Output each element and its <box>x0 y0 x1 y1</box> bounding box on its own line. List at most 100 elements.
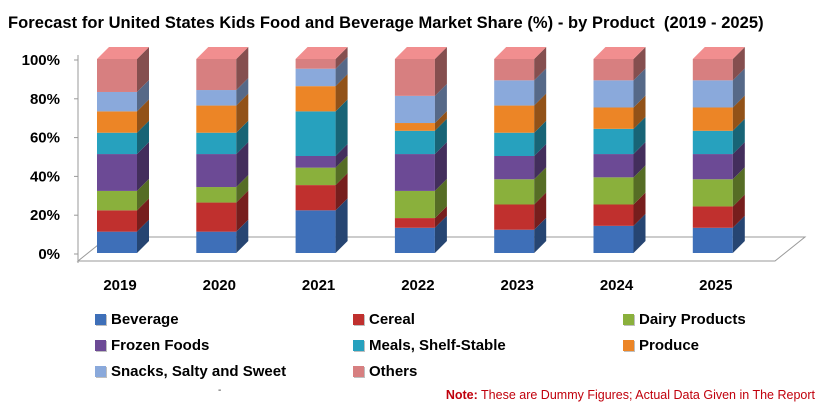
y-tick-label: 80% <box>30 91 60 108</box>
legend-label: Dairy Products <box>639 311 746 328</box>
stray-mark: - <box>218 385 222 396</box>
bar-segment <box>394 130 435 155</box>
bar-segment <box>692 130 733 155</box>
legend-swatch <box>95 313 106 325</box>
bar-side <box>137 142 149 191</box>
bar-segment <box>97 231 137 253</box>
bar-side <box>633 47 646 81</box>
bar-segment <box>593 59 634 81</box>
bar-side <box>534 120 547 156</box>
bar-top <box>692 47 745 59</box>
bar-side <box>434 142 447 191</box>
bar-segment <box>196 59 237 91</box>
bar-side <box>434 111 447 131</box>
bar-side <box>236 120 249 155</box>
bar-segment <box>295 156 336 168</box>
bar-side <box>434 215 447 253</box>
legend-label: Produce <box>639 337 700 354</box>
bar-side <box>236 175 249 203</box>
y-tick-label: 20% <box>30 207 60 224</box>
bar-side <box>236 190 249 232</box>
x-tick-label: 2025 <box>699 277 732 294</box>
bar-side <box>137 120 149 155</box>
x-tick-label: 2020 <box>203 277 236 294</box>
legend-label: Snacks, Salty and Sweet <box>111 363 287 380</box>
legend-item: Cereal <box>353 310 415 330</box>
legend-label: Others <box>369 363 418 380</box>
bar-segment <box>692 154 733 180</box>
y-tick-label: 40% <box>30 168 60 185</box>
bar-segment <box>295 185 336 211</box>
bar-side <box>434 83 447 124</box>
bar-segment <box>295 167 336 186</box>
bar-top <box>593 47 646 59</box>
bar-segment <box>97 111 137 133</box>
bar-segment <box>295 86 336 112</box>
chart-title: Forecast for United States Kids Food and… <box>8 14 764 32</box>
bar-side <box>335 47 348 69</box>
legend-item: Beverage <box>95 310 179 330</box>
bar-segment <box>593 154 634 178</box>
legend-label: Beverage <box>111 311 179 328</box>
bar-segment <box>196 202 237 232</box>
bar-segment <box>97 154 137 191</box>
bar-side <box>137 219 149 253</box>
bar-segment <box>593 128 634 155</box>
bar-segment <box>692 206 733 228</box>
bar-segment <box>494 204 535 230</box>
bar-segment <box>593 204 634 226</box>
legend-swatch <box>623 339 634 351</box>
bar-top <box>394 47 447 59</box>
bar-side <box>335 74 348 112</box>
bar-segment <box>97 190 137 211</box>
bar-segment <box>692 80 733 108</box>
bar-segment <box>196 187 237 203</box>
bar-side <box>633 142 646 178</box>
bar-side <box>434 178 447 219</box>
y-tick-label: 100% <box>22 52 60 69</box>
bar-segment <box>295 210 336 253</box>
legend-item: Frozen Foods <box>95 336 209 356</box>
legend-label: Frozen Foods <box>111 337 210 354</box>
legend-swatch <box>353 313 364 325</box>
legend-item: Others <box>353 362 417 382</box>
bar-segment <box>394 59 435 96</box>
bar-segment <box>196 154 237 188</box>
bar-side <box>534 68 547 106</box>
bar-side <box>236 47 249 91</box>
bar-side <box>633 116 646 155</box>
bar-side <box>137 99 149 133</box>
bar-side <box>335 173 348 211</box>
bar-side <box>633 95 646 129</box>
bar-segment <box>196 132 237 155</box>
bar-segment <box>295 68 336 87</box>
bar-side <box>236 219 249 253</box>
footnote-label: Note: <box>445 388 478 402</box>
bar-segment <box>394 95 435 124</box>
bar-side <box>335 144 348 168</box>
bar-side <box>633 165 646 205</box>
bar-side <box>137 178 149 211</box>
bar-side <box>236 78 249 106</box>
bar-side <box>732 194 745 228</box>
legend-swatch <box>95 365 106 377</box>
bar-side <box>534 217 547 253</box>
y-tick-label: 0% <box>38 246 60 263</box>
bar-side <box>732 142 745 180</box>
bar-segment <box>394 154 435 191</box>
bar-top <box>196 47 249 59</box>
x-tick-label: 2023 <box>501 277 534 294</box>
bar-segment <box>494 59 535 81</box>
footnote-text: These are Dummy Figures; Actual Data Giv… <box>481 388 815 402</box>
bar-segment <box>97 59 137 92</box>
bar-segment <box>494 179 535 205</box>
bar-side <box>335 198 348 253</box>
bar-side <box>534 167 547 205</box>
bar-side <box>335 155 348 186</box>
bar-side <box>732 118 745 155</box>
legend-swatch <box>623 313 634 325</box>
legend-label: Cereal <box>369 311 415 328</box>
bar-side <box>335 99 348 156</box>
bar-top <box>295 47 348 59</box>
bar-side <box>137 47 149 92</box>
